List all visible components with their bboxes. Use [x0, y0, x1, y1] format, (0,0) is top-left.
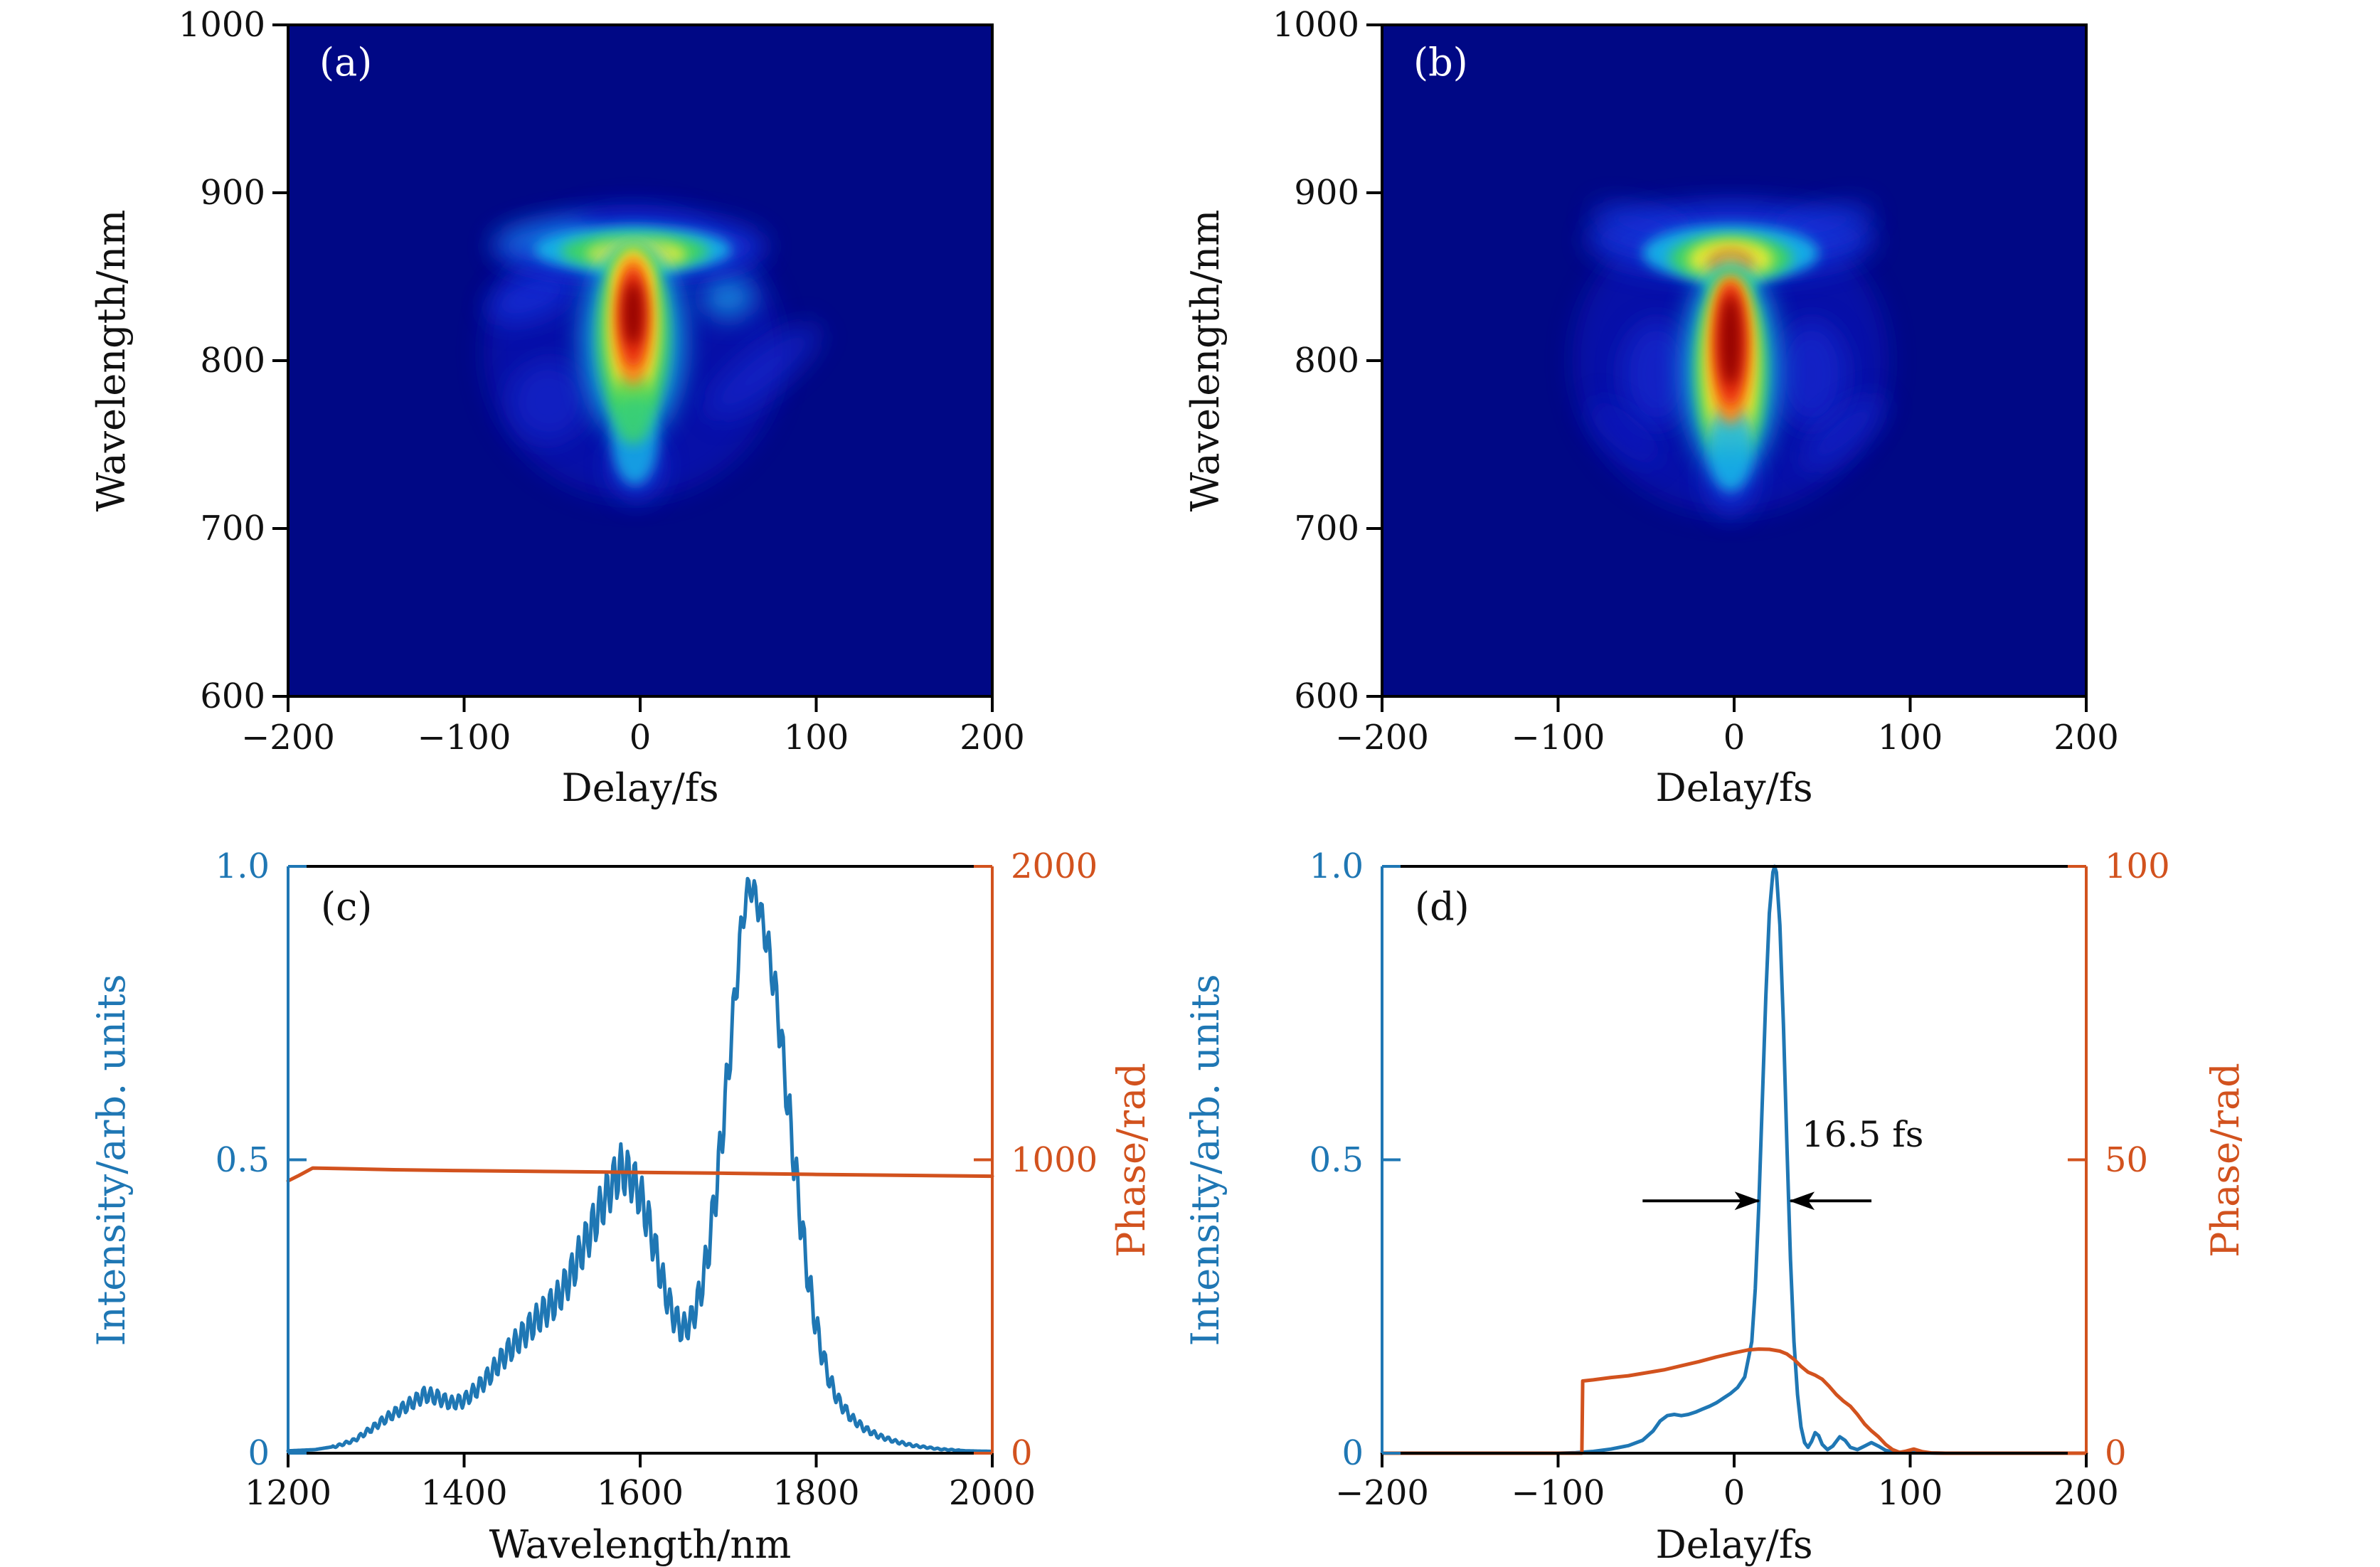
panel-b-letter: (b) — [1413, 40, 1468, 85]
tick-label: 1000 — [178, 5, 265, 45]
tick-label: 0 — [2105, 1433, 2127, 1473]
tick-label: 1000 — [1011, 1140, 1098, 1180]
heatmap-blob — [1621, 320, 1692, 428]
frog-trace-measured-heatmap — [272, 23, 994, 712]
tick-label: 0 — [248, 1433, 270, 1473]
heatmap-blob — [1720, 294, 1741, 386]
heatmap-blob — [1588, 400, 1662, 465]
tick-label: 900 — [200, 173, 265, 213]
tick-label: 200 — [2054, 718, 2119, 758]
tick-label: 0.5 — [1309, 1140, 1364, 1180]
spectrum-and-phase-plot — [286, 865, 994, 1467]
tick-label: 0 — [1011, 1433, 1033, 1473]
heatmap-blob — [487, 271, 575, 323]
tick-label: −200 — [1335, 718, 1429, 758]
panel-d-letter: (d) — [1415, 884, 1470, 929]
tick-label: −100 — [1511, 718, 1605, 758]
temporal-pulse-and-phase-plot — [1380, 864, 2088, 1467]
panel-d-left-yaxis-title: Intensity/arb. units — [1183, 973, 1228, 1346]
heatmap-area — [288, 25, 992, 696]
heatmap-blob — [612, 371, 654, 445]
tick-label: 0 — [629, 718, 652, 758]
tick-label: 1800 — [772, 1473, 860, 1513]
heatmap-blob — [1801, 395, 1886, 470]
curve-phase — [286, 1166, 994, 1183]
panel-d-xaxis-title: Delay/fs — [1655, 1522, 1813, 1567]
heatmap-blob — [701, 275, 755, 319]
panel-c-letter: (c) — [321, 884, 373, 929]
tick-label: 1.0 — [215, 846, 270, 886]
panel-d-pulse-plot: (d) Delay/fs Intensity/arb. units Phase/… — [1183, 849, 2248, 1564]
panel-c-left-yaxis-title: Intensity/arb. units — [89, 973, 134, 1346]
tick-label: 1400 — [420, 1473, 508, 1513]
tick-label: −200 — [1335, 1473, 1429, 1513]
panel-a-letter: (a) — [319, 40, 373, 85]
tick-label: 1000 — [1272, 5, 1359, 45]
tick-label: 700 — [1294, 509, 1359, 548]
curve-intensity — [1380, 864, 2088, 1455]
tick-label: 900 — [1294, 173, 1359, 213]
tick-label: 0 — [1723, 718, 1746, 758]
frog-trace-retrieved-heatmap — [1366, 23, 2088, 712]
tick-label: 0 — [1723, 1473, 1746, 1513]
panel-a-xaxis-title: Delay/fs — [561, 765, 719, 810]
tick-label: 2000 — [948, 1473, 1036, 1513]
tick-label: −100 — [1511, 1473, 1605, 1513]
panel-c-spectrum-plot: (c) Wavelength/nm Intensity/arb. units P… — [89, 849, 1154, 1564]
heatmap-blob — [494, 221, 593, 253]
panel-c-right-yaxis-title: Phase/rad — [1109, 1062, 1154, 1258]
heatmap-blob — [706, 324, 821, 418]
tick-label: 0.5 — [215, 1140, 270, 1180]
tick-label: 100 — [1877, 718, 1943, 758]
heatmap-blob — [1707, 404, 1754, 492]
tick-label: 1200 — [244, 1473, 332, 1513]
panel-c-xaxis-title: Wavelength/nm — [489, 1522, 792, 1567]
tick-label: 100 — [783, 718, 849, 758]
tick-label: 0 — [1342, 1433, 1364, 1473]
tick-label: 1.0 — [1309, 846, 1364, 886]
panel-d-right-yaxis-title: Phase/rad — [2203, 1062, 2248, 1258]
tick-label: 2000 — [1011, 846, 1098, 886]
tick-label: 1600 — [596, 1473, 684, 1513]
tick-label: 600 — [200, 676, 265, 716]
panel-a-yaxis-title: Wavelength/nm — [89, 209, 134, 512]
pulse-duration-annotation: 16.5 fs — [1802, 1114, 1924, 1155]
tick-label: 600 — [1294, 676, 1359, 716]
tick-label: −200 — [241, 718, 335, 758]
panel-b-yaxis-title: Wavelength/nm — [1183, 209, 1228, 512]
tick-label: 50 — [2105, 1140, 2149, 1180]
tick-label: 700 — [200, 509, 265, 548]
curve-intensity — [286, 876, 994, 1453]
tick-label: 100 — [2105, 846, 2170, 886]
tick-label: 100 — [1877, 1473, 1943, 1513]
heatmap-blob — [509, 361, 588, 442]
panel-b-heatmap: (b) Delay/fs Wavelength/nm −200 −100 0 100 2… — [1183, 8, 2119, 807]
tick-label: 800 — [200, 341, 265, 381]
tick-label: 200 — [2054, 1473, 2119, 1513]
tick-label: −100 — [417, 718, 511, 758]
tick-label: 200 — [960, 718, 1025, 758]
panel-b-xaxis-title: Delay/fs — [1655, 765, 1813, 810]
curve-phase — [1380, 1347, 2088, 1455]
tick-label: 800 — [1294, 341, 1359, 381]
heatmap-blob — [1776, 320, 1847, 428]
heatmap-blob — [623, 282, 643, 346]
panel-a-heatmap: (a) Delay/fs Wavelength/nm −200 −100 0 100 2… — [89, 8, 1025, 807]
heatmap-area — [1382, 25, 2086, 696]
